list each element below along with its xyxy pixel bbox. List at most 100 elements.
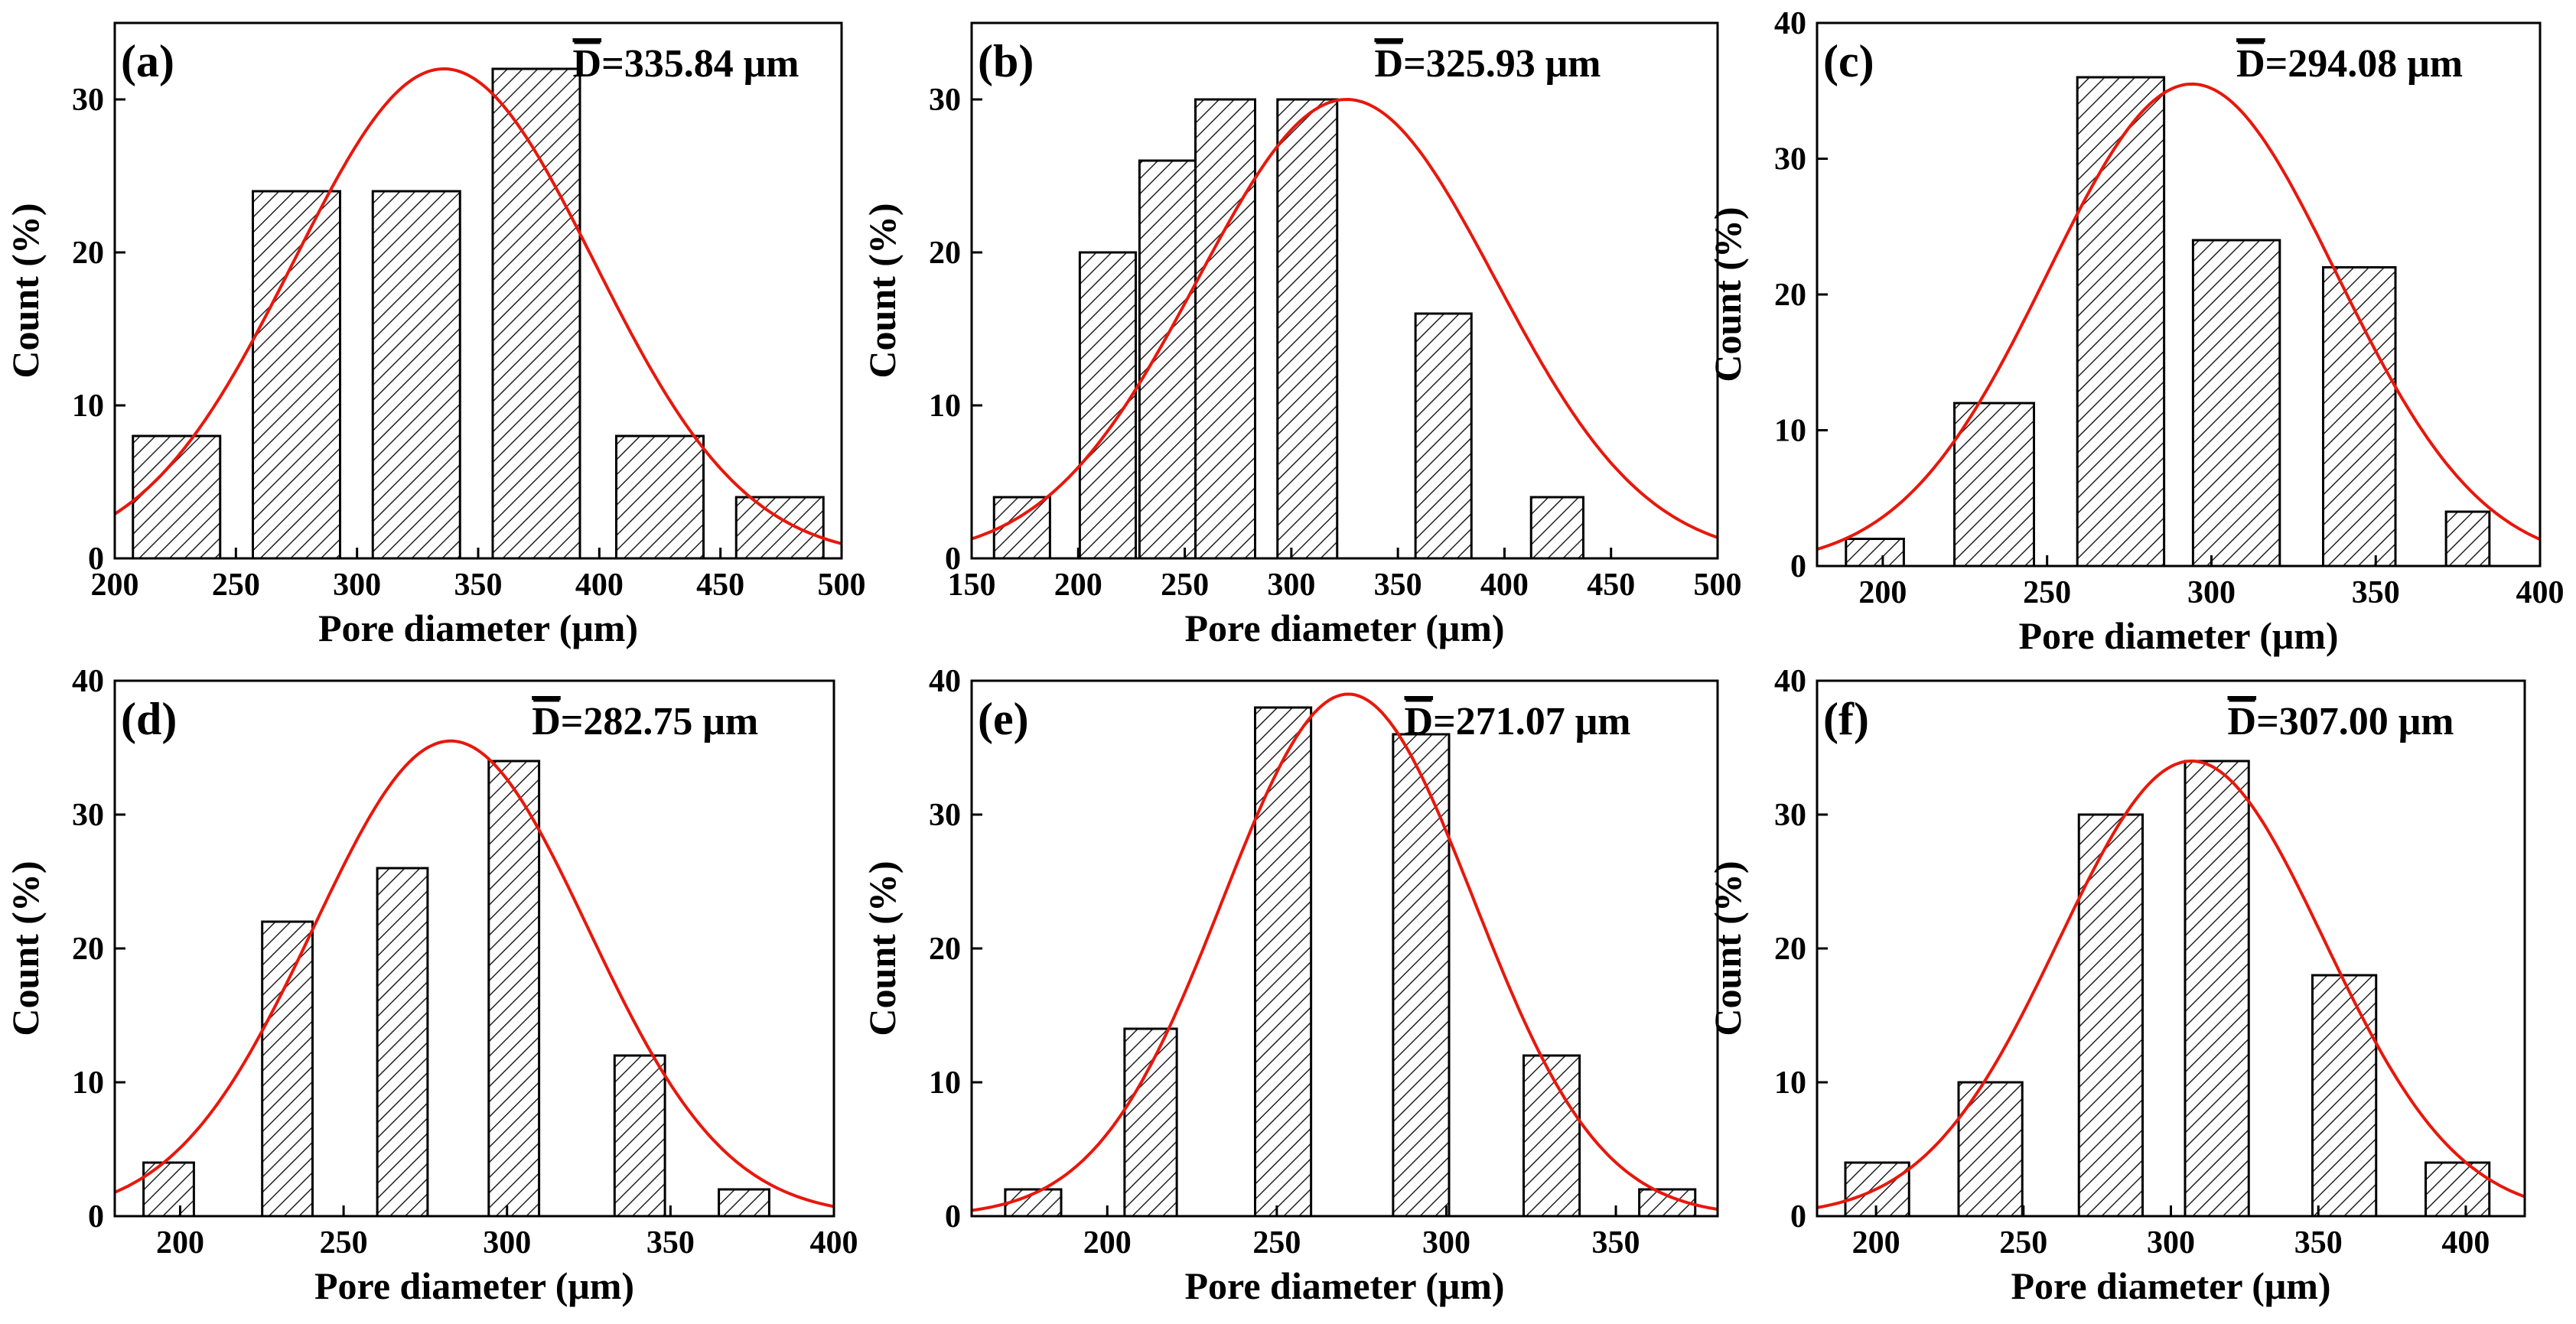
mean-symbol: D (1375, 42, 1404, 86)
y-tick-label: 10 (929, 389, 961, 424)
chart-panel: 200 250 300 350 400 450 500 0 10 20 30 Pore diamete… (4, 21, 866, 649)
y-tick-label: 30 (72, 798, 104, 833)
y-tick-label: 10 (1774, 414, 1806, 449)
y-tick-label: 0 (1790, 1199, 1806, 1235)
panel-label: (a) (121, 36, 174, 86)
histogram-bar (487, 760, 541, 1218)
x-tick-label: 300 (2147, 1225, 2195, 1261)
y-tick-label: 10 (1774, 1065, 1806, 1101)
panel-label: (f) (1823, 694, 1869, 744)
x-tick-label: 250 (1161, 568, 1209, 603)
histogram-bar (2077, 813, 2144, 1218)
y-tick-label: 20 (1774, 278, 1806, 313)
y-tick-label: 30 (72, 83, 104, 118)
chart-panel: 200 250 300 350 0 10 20 30 40 Pore diameter (μm) C… (861, 664, 1719, 1307)
histogram-bar (1522, 1054, 1581, 1218)
panel-label: (c) (1823, 36, 1874, 86)
x-axis-title: Pore diameter (μm) (2019, 614, 2339, 657)
histogram-bar (2076, 76, 2166, 568)
x-tick-label: 150 (948, 568, 996, 603)
x-tick-label: 300 (1267, 568, 1315, 603)
x-tick-label: 200 (1852, 1225, 1900, 1261)
y-tick-label: 10 (72, 1065, 104, 1101)
panel-label: (b) (978, 36, 1034, 86)
gaussian-fit-curve (114, 739, 835, 1209)
y-tick-label: 10 (72, 389, 104, 424)
chart-panel: 200 250 300 350 400 0 10 20 30 40 Pore diameter (μ… (1706, 664, 2526, 1307)
y-tick-label: 0 (945, 1199, 961, 1235)
y-axis-title: Count (%) (861, 860, 904, 1036)
chart-panel: 200 250 300 350 400 0 10 20 30 40 Pore diameter (μ… (4, 664, 858, 1307)
mean-value: =335.84 μm (601, 42, 799, 86)
histogram-bar (992, 496, 1051, 560)
mean-value: =294.08 μm (2265, 42, 2463, 86)
plot-frame (1816, 21, 2542, 568)
mean-diameter-label: D=294.08 μm (2236, 42, 2463, 86)
x-tick-label: 200 (1858, 575, 1907, 610)
x-tick-label: 500 (1694, 568, 1742, 603)
x-tick-label: 300 (333, 568, 381, 603)
histogram-bar (1414, 312, 1473, 560)
plot-frame (970, 679, 1719, 1218)
gaussian-fit-curve (1816, 759, 2526, 1209)
x-tick-label: 400 (2441, 1225, 2490, 1261)
x-tick-label: 400 (2516, 575, 2565, 610)
histogram-bar (734, 496, 825, 560)
chart-panel: 150 200 250 300 350 400 450 500 0 10 20 30 Pore diam… (861, 21, 1742, 649)
mean-diameter-label: D=335.84 μm (573, 42, 800, 86)
histogram-bar (142, 1161, 195, 1218)
panel-label: (e) (978, 694, 1029, 744)
mean-symbol: D (2236, 42, 2265, 86)
y-axis-title: Count (%) (1706, 860, 1749, 1036)
histogram-bar (1194, 98, 1256, 560)
x-tick-label: 350 (1374, 568, 1422, 603)
gaussian-fit-curve (971, 692, 1718, 1212)
x-tick-label: 350 (1592, 1225, 1640, 1261)
histogram-bar (2444, 510, 2491, 568)
panel-label: (d) (121, 694, 177, 744)
y-tick-label: 20 (929, 236, 961, 271)
y-axis-title: Count (%) (1706, 207, 1749, 382)
histogram-bar (1392, 733, 1451, 1218)
y-tick-label: 10 (929, 1065, 961, 1101)
x-tick-label: 400 (810, 1225, 858, 1261)
histogram-bar (261, 920, 314, 1218)
histogram-bar (613, 1054, 666, 1218)
x-tick-label: 400 (1480, 568, 1529, 603)
y-tick-label: 40 (929, 664, 961, 699)
x-tick-label: 300 (1422, 1225, 1470, 1261)
y-axis-title: Count (%) (861, 203, 904, 378)
histogram-bar (1123, 1027, 1178, 1218)
x-tick-label: 250 (1999, 1225, 2047, 1261)
mean-value: =282.75 μm (561, 700, 758, 743)
x-axis-title: Pore diameter (μm) (314, 1264, 634, 1307)
y-axis-title: Count (%) (4, 860, 47, 1036)
histogram-bar (2191, 239, 2281, 568)
y-tick-label: 40 (1774, 6, 1806, 41)
mean-value: =271.07 μm (1433, 700, 1630, 743)
x-axis-title: Pore diameter (μm) (318, 607, 638, 649)
x-tick-label: 450 (696, 568, 744, 603)
y-tick-label: 20 (72, 236, 104, 271)
mean-symbol: D (573, 42, 602, 86)
y-tick-label: 0 (945, 542, 961, 577)
y-tick-label: 0 (1790, 549, 1806, 584)
x-axis-title: Pore diameter (μm) (2011, 1264, 2331, 1307)
histogram-bar (376, 867, 429, 1218)
histogram-bar (2425, 1161, 2491, 1218)
histogram-bar (132, 434, 222, 560)
mean-symbol: D (1405, 700, 1434, 743)
histogram-bar (1845, 538, 1905, 568)
histogram-bar (2322, 266, 2397, 568)
plot-frame (970, 21, 1719, 560)
mean-diameter-label: D=325.93 μm (1375, 42, 1601, 86)
x-tick-label: 350 (646, 1225, 695, 1261)
x-axis-title: Pore diameter (μm) (1185, 1264, 1505, 1307)
y-tick-label: 20 (929, 932, 961, 967)
y-tick-label: 30 (1774, 142, 1806, 177)
histogram-bar (2311, 974, 2378, 1218)
mean-diameter-label: D=282.75 μm (532, 700, 758, 743)
histogram-bar (2184, 760, 2250, 1218)
y-tick-label: 40 (72, 664, 104, 699)
x-tick-label: 200 (1054, 568, 1102, 603)
